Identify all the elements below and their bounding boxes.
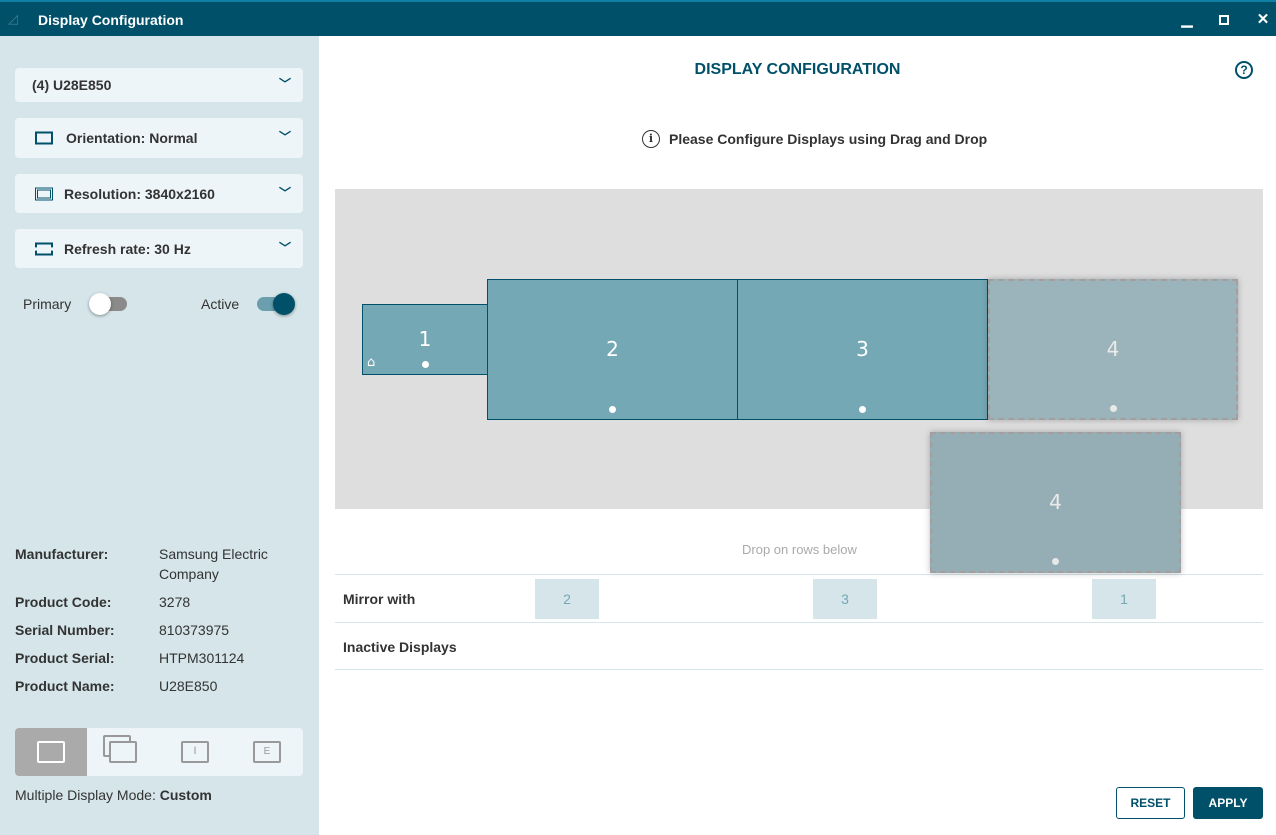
display-number: 3: [856, 336, 869, 361]
display-dot: [421, 361, 429, 368]
info-value: HTPM301124: [159, 650, 245, 666]
window-title: Display Configuration: [38, 12, 184, 28]
active-toggle[interactable]: [257, 293, 295, 315]
orientation-select[interactable]: Orientation: Normal ﹀: [15, 118, 303, 158]
display-dot: [859, 406, 866, 413]
mode-status-label: Multiple Display Mode:: [15, 787, 156, 803]
info-key: Product Code:: [15, 594, 112, 610]
display-dot: [609, 406, 616, 413]
drop-hint: Drop on rows below: [742, 542, 857, 557]
divider: [335, 622, 1263, 623]
display-number: 2: [606, 336, 619, 361]
home-icon: ⌂: [367, 355, 376, 370]
mirror-chip[interactable]: 3: [813, 579, 877, 619]
close-icon[interactable]: ✕: [1256, 11, 1270, 28]
display-number: 1: [418, 326, 432, 351]
display-3[interactable]: 3: [737, 279, 988, 420]
reset-button[interactable]: RESET: [1116, 787, 1185, 819]
divider: [335, 669, 1263, 670]
resolution-icon: [35, 187, 53, 200]
mode-custom-button[interactable]: [15, 728, 87, 776]
chevron-down-icon: ﹀: [278, 240, 291, 255]
mode-status-value: Custom: [159, 787, 212, 803]
page-title: DISPLAY CONFIGURATION: [694, 61, 901, 78]
display-select-value: (4) U28E850: [32, 77, 112, 93]
display-select[interactable]: (4) U28E850 ﹀: [15, 68, 303, 102]
display-dot: [1109, 405, 1117, 412]
mirror-mode-icon: [109, 741, 137, 763]
mirror-row-label: Mirror with: [343, 591, 416, 607]
refresh-rate-select[interactable]: Refresh rate: 30 Hz ﹀: [15, 229, 303, 268]
inactive-row-label: Inactive Displays: [343, 639, 457, 655]
instruction-text: Please Configure Displays using Drag and…: [669, 131, 988, 147]
chevron-down-icon: ﹀: [278, 76, 291, 91]
display-dot: [1052, 558, 1059, 565]
display-1[interactable]: 1 ⌂: [362, 304, 488, 375]
resolution-value: Resolution: 3840x2160: [64, 185, 215, 202]
mode-extend-button[interactable]: E: [231, 728, 303, 776]
info-key: Manufacturer:: [15, 546, 109, 562]
info-value: U28E850: [159, 678, 218, 694]
orientation-value: Orientation: Normal: [66, 130, 198, 146]
primary-label: Primary: [23, 296, 72, 312]
display-mode-selector: I E: [15, 728, 303, 776]
maximize-icon[interactable]: [1212, 8, 1236, 32]
chevron-down-icon: ﹀: [278, 185, 291, 200]
mirror-chip[interactable]: 1: [1092, 579, 1156, 619]
refresh-rate-value: Refresh rate: 30 Hz: [64, 240, 191, 257]
minimize-icon[interactable]: ▁: [1181, 11, 1193, 28]
display-2[interactable]: 2: [487, 279, 738, 420]
info-value: Samsung Electric Company: [159, 546, 268, 582]
instruction-hint: i Please Configure Displays using Drag a…: [642, 130, 987, 148]
extend-mode-icon: E: [253, 741, 281, 763]
mode-mirror-button[interactable]: [87, 728, 159, 776]
title-bar: ◿ Display Configuration ▁ ✕: [0, 0, 1276, 36]
info-key: Serial Number:: [15, 622, 115, 638]
display-4-dragging[interactable]: 4: [930, 432, 1181, 573]
display-number: 4: [1049, 489, 1062, 514]
primary-toggle[interactable]: [89, 293, 127, 315]
info-value: 3278: [159, 594, 191, 610]
refresh-rate-icon: [35, 242, 53, 255]
info-icon: i: [642, 130, 660, 148]
mirror-chip[interactable]: 2: [535, 579, 599, 619]
display-4-placeholder: 4: [988, 279, 1238, 420]
display-number: 4: [1106, 336, 1120, 361]
orientation-icon: [35, 131, 53, 145]
help-icon[interactable]: ?: [1235, 61, 1253, 79]
active-label: Active: [201, 296, 240, 312]
apply-button[interactable]: APPLY: [1193, 787, 1263, 819]
single-mode-icon: I: [181, 741, 209, 763]
info-key: Product Serial:: [15, 650, 115, 666]
chevron-down-icon: ﹀: [278, 129, 291, 144]
info-key: Product Name:: [15, 678, 115, 694]
mode-status: Multiple Display Mode: Custom: [15, 787, 212, 803]
app-logo-icon: ◿: [8, 11, 18, 26]
toggle-knob: [89, 293, 111, 315]
info-value: 810373975: [159, 622, 230, 638]
mode-single-button[interactable]: I: [159, 728, 231, 776]
divider: [335, 574, 1263, 575]
resolution-select[interactable]: Resolution: 3840x2160 ﹀: [15, 174, 303, 213]
toggle-knob: [273, 293, 295, 315]
custom-mode-icon: [37, 741, 65, 763]
sidebar: [0, 36, 319, 835]
